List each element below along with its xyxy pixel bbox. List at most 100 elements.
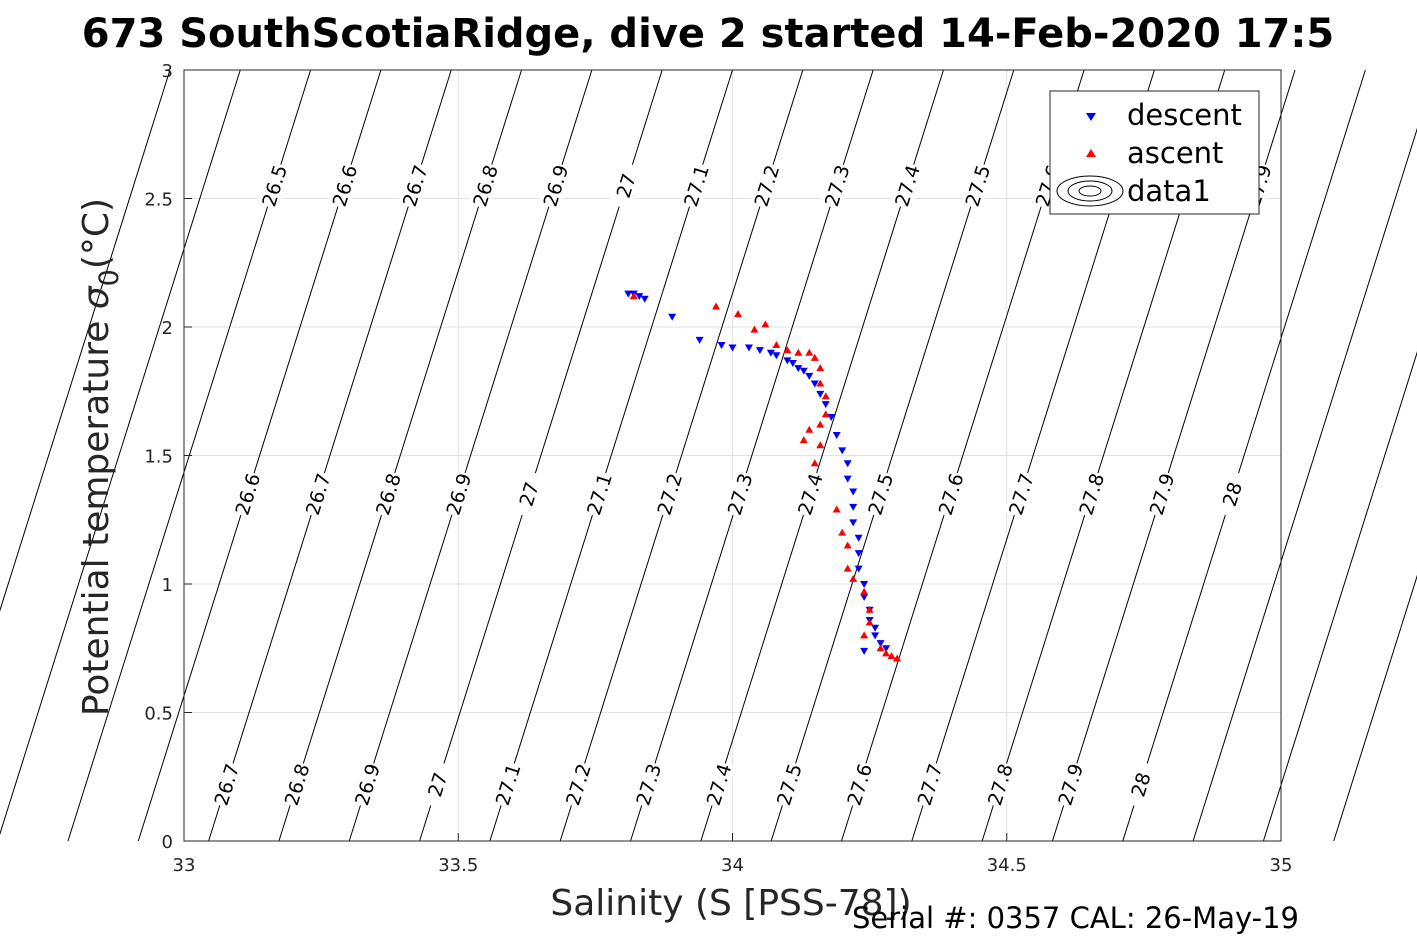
isopycnal-line — [1122, 69, 1366, 842]
ascent-series — [629, 292, 902, 662]
isopycnal-label: 27.9 — [1144, 469, 1180, 519]
ascent-point — [887, 651, 896, 659]
ascent-point — [816, 379, 825, 387]
y-axis-label-symbol: σ — [76, 285, 117, 309]
isopycnal-label-text: 27.7 — [1005, 471, 1039, 518]
isopycnal-label-text: 27.7 — [914, 761, 948, 808]
isopycnal-label-text: 27.4 — [891, 162, 925, 209]
descent-point — [860, 581, 869, 588]
isopycnal-label-bg — [441, 469, 476, 519]
isopycnal-label-bg — [327, 161, 362, 210]
isopycnal-label: 27.5 — [863, 469, 898, 519]
isopycnal-label: 26.7 — [209, 760, 244, 809]
descent-point — [695, 336, 704, 344]
isopycnal-label-text: 27.2 — [653, 471, 687, 518]
descent-point — [854, 534, 863, 542]
descent-point — [876, 640, 885, 648]
isopycnal-label: 26.8 — [279, 760, 315, 809]
descent-point — [882, 645, 891, 653]
ascent-point — [712, 302, 721, 310]
descent-point — [860, 593, 869, 601]
ascent-point — [893, 654, 902, 662]
chart-title: 673 SouthScotiaRidge, dive 2 started 14-… — [82, 11, 1334, 57]
ascent-point — [761, 320, 770, 328]
isopycnal-line — [1333, 574, 1417, 842]
isopycnal-label: 27.6 — [842, 760, 877, 809]
descent-point — [717, 341, 726, 349]
isopycnal-label-bg — [468, 161, 503, 210]
isopycnal-label-bg — [1214, 469, 1250, 519]
isopycnal-label-text: 26.6 — [329, 162, 363, 209]
x-tick-label: 34 — [721, 855, 744, 876]
serial-calibration-footer: Serial #: 0357 CAL: 26-May-19 — [852, 901, 1299, 935]
isopycnal-label-bg — [679, 161, 714, 210]
isopycnal-label-text: 26.7 — [211, 761, 245, 808]
ascent-point — [860, 587, 869, 595]
descent-point — [871, 632, 880, 640]
isopycnal-label-text: 27.6 — [843, 761, 877, 808]
isopycnal-label: 27.5 — [960, 161, 995, 210]
descent-point — [854, 550, 863, 558]
isopycnal-label-bg — [631, 760, 666, 809]
descent-point — [805, 372, 814, 380]
isopycnal-label: 27.9 — [1053, 760, 1088, 809]
isopycnal-label-text: 26.9 — [351, 761, 385, 808]
descent-point — [794, 365, 803, 373]
isopycnal-label: 27.4 — [701, 760, 736, 809]
isopycnal-label-text: 27.3 — [724, 471, 758, 518]
isopycnal-label-text: 27.1 — [680, 162, 714, 209]
isopycnal-label: 28 — [1123, 760, 1158, 809]
y-tick-label: 1.5 — [144, 447, 173, 468]
isopycnal-label-bg — [912, 760, 947, 809]
ascent-point — [750, 325, 759, 333]
isopycnal-label-text: 26.8 — [281, 761, 315, 808]
isopycnal-label-text: 27.3 — [632, 761, 666, 808]
isopycnal-label: 27 — [608, 161, 643, 210]
descent-point — [816, 390, 825, 398]
isopycnal-label-text: 27.2 — [751, 162, 785, 209]
ascent-point — [629, 292, 638, 300]
isopycnal-label-text: 27.9 — [1054, 761, 1088, 808]
isopycnal-label: 27.3 — [631, 760, 666, 809]
isopycnal-label-bg — [608, 161, 643, 210]
ascent-point — [810, 353, 819, 361]
ascent-point — [876, 644, 885, 652]
y-tick-label: 0 — [162, 832, 173, 853]
legend-descent-label: descent — [1127, 98, 1242, 132]
isopycnal-label-bg — [1003, 469, 1039, 519]
descent-point — [788, 359, 797, 367]
isopycnal-label-text: 26.7 — [399, 162, 433, 209]
ascent-point — [805, 348, 814, 356]
ascent-point — [860, 631, 869, 639]
isopycnal-label: 26.8 — [468, 161, 503, 210]
ascent-point — [843, 541, 852, 549]
isopycnal-label-bg — [819, 161, 854, 210]
legend: descent ascent data1 — [1049, 90, 1260, 215]
isopycnal-label-text: 26.7 — [302, 471, 336, 518]
isopycnal-label-bg — [300, 469, 335, 519]
ascent-point — [783, 346, 792, 354]
y-axis-label: Potential temperature σ0(°C) — [76, 198, 125, 716]
isopycnal-label: 26.8 — [371, 469, 406, 519]
isopycnal-label-bg — [257, 161, 292, 210]
isopycnal-label-text: 27.9 — [1146, 471, 1180, 518]
y-tick-label: 2.5 — [144, 190, 173, 211]
descent-point — [640, 295, 649, 303]
isopycnal-label: 26.9 — [441, 469, 476, 519]
descent-point — [772, 352, 781, 360]
isopycnal-label: 27.2 — [560, 760, 596, 809]
isopycnal-label: 27.8 — [982, 760, 1018, 809]
isopycnal-label: 26.7 — [300, 469, 336, 519]
isopycnal-label-bg — [1144, 469, 1179, 519]
isopycnal-label: 27.7 — [912, 760, 948, 809]
isopycnal-label: 27.2 — [652, 469, 687, 519]
isopycnal-label-bg — [420, 760, 455, 809]
x-tick-label: 33.5 — [438, 855, 478, 876]
isopycnal-label-bg — [538, 161, 573, 210]
ascent-point — [805, 425, 814, 433]
isopycnal-label-bg — [230, 469, 265, 519]
x-axis-ticks: 33 33.5 34 34.5 35 — [173, 833, 1292, 876]
descent-point — [624, 290, 633, 298]
isopycnal-label-bg — [722, 469, 757, 519]
